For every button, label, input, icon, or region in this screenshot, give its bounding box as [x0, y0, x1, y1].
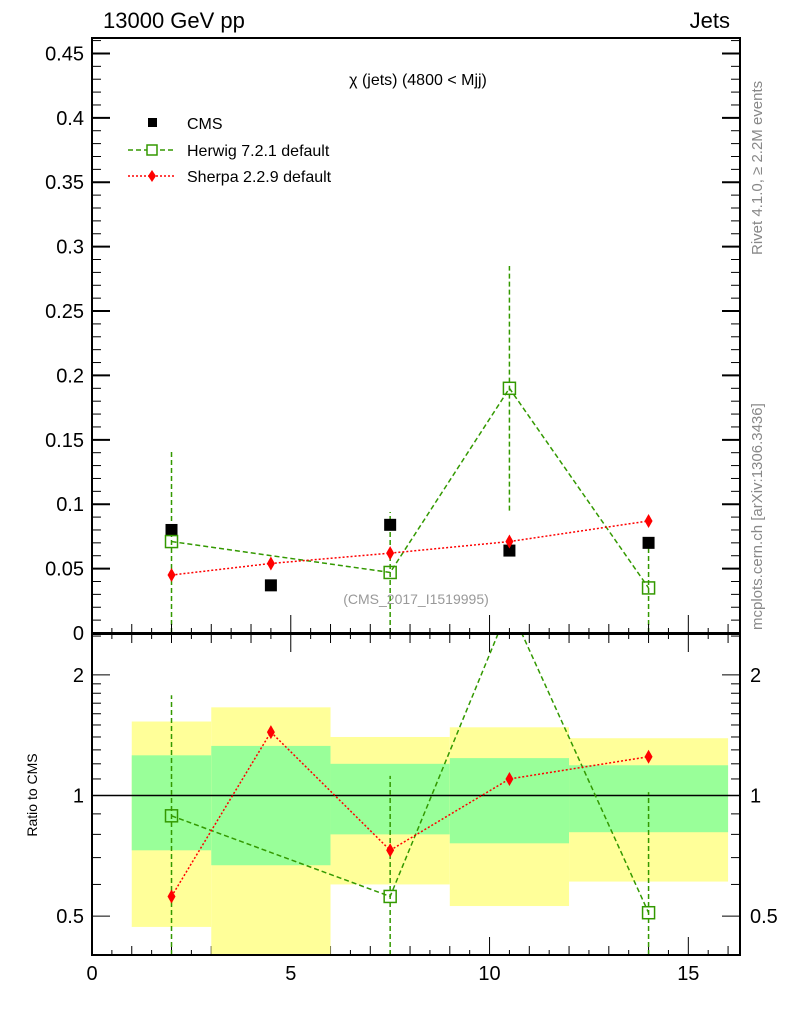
header-right: Jets — [690, 8, 730, 33]
sherpa-line — [171, 520, 649, 576]
ratio-y-tick-label: 1 — [73, 786, 84, 808]
ratio-y-tick-label: 2 — [73, 665, 84, 687]
sherpa-point — [266, 556, 275, 571]
sherpa-ratio-point — [386, 843, 395, 858]
watermark: (CMS_2017_I1519995) — [343, 591, 489, 607]
legend-marker-sherpa — [148, 170, 156, 182]
herwig-ratio-point — [164, 809, 179, 823]
y-tick-label: 0.3 — [56, 237, 84, 259]
legend-label-herwig: Herwig 7.2.1 default — [187, 143, 330, 160]
herwig-ratio-point — [503, 600, 515, 612]
ratio-ylabel: Ratio to CMS — [24, 753, 40, 836]
ratio-frame — [91, 633, 741, 956]
cms-point — [264, 579, 277, 592]
y-tick-label: 0.35 — [45, 172, 84, 194]
cms-point — [503, 544, 516, 557]
y-tick-label: 0.15 — [45, 430, 84, 452]
chart-title: χ (jets) (4800 < Mjj) — [349, 72, 487, 89]
y-tick-label: 0.05 — [45, 559, 84, 581]
x-tick-label: 10 — [478, 963, 500, 985]
y-tick-label: 0.45 — [45, 43, 84, 65]
y-tick-label: 0.25 — [45, 301, 84, 323]
x-tick-label: 15 — [677, 963, 699, 985]
herwig-point — [641, 581, 656, 595]
sherpa-ratio-point — [644, 749, 653, 764]
herwig-ratio-point — [641, 905, 656, 920]
herwig-line — [171, 386, 650, 589]
ratio-plot-area — [92, 600, 740, 955]
main-plot-area — [164, 265, 656, 633]
legend-marker-cms — [148, 118, 157, 127]
x-tick-label: 5 — [285, 963, 296, 985]
stat-uncertainty-band — [211, 745, 331, 866]
sherpa-point — [644, 513, 653, 528]
ratio-y-tick-label: 0.5 — [56, 906, 84, 928]
sherpa-point — [505, 534, 514, 549]
ratio-y-tick-label-right: 2 — [750, 665, 761, 687]
side-label-rivet: Rivet 4.1.0, ≥ 2.2M events — [749, 81, 766, 255]
y-tick-label: 0.4 — [56, 108, 84, 130]
sherpa-ratio-point — [167, 889, 176, 904]
herwig-point — [383, 565, 397, 580]
y-tick-label: 0.1 — [56, 494, 84, 516]
side-label-mcplots: mcplots.cern.ch [arXiv:1306.3436] — [749, 403, 766, 630]
cms-point — [642, 536, 655, 549]
sherpa-ratio-point — [505, 771, 514, 786]
sherpa-point — [386, 546, 395, 561]
y-tick-label: 0.2 — [56, 365, 84, 387]
herwig-point — [164, 534, 179, 549]
x-tick-label: 0 — [86, 963, 97, 985]
herwig-point — [502, 381, 517, 396]
legend-label-cms: CMS — [187, 116, 223, 133]
sherpa-point — [167, 568, 176, 583]
herwig-ratio-line — [171, 634, 650, 914]
stat-uncertainty-band — [449, 758, 570, 844]
cms-point — [384, 518, 397, 531]
herwig-ratio-point — [383, 889, 397, 904]
legend-marker-herwig — [146, 144, 158, 156]
cms-point — [165, 523, 178, 536]
legend-label-sherpa: Sherpa 2.2.9 default — [187, 169, 332, 186]
sherpa-ratio-point — [266, 725, 275, 740]
y-tick-label: 0 — [73, 623, 84, 645]
legend: CMS Herwig 7.2.1 default Sherpa 2.2.9 de… — [128, 116, 332, 186]
header-left: 13000 GeV pp — [103, 8, 245, 33]
ratio-y-tick-label-right: 0.5 — [750, 906, 778, 928]
ratio-y-tick-label-right: 1 — [750, 786, 761, 808]
